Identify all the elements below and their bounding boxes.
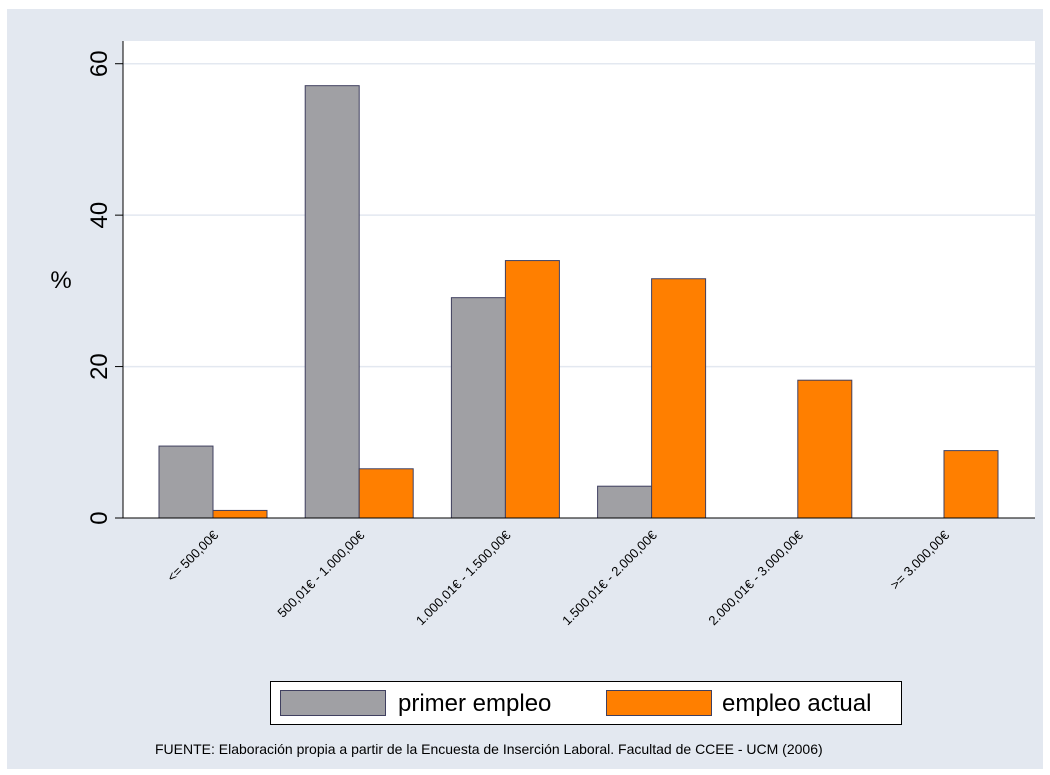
bar-chart: 0 20 40 60% <= 500,00€ 500,01€ - 1.000,00€ 1.0… [50,41,1035,628]
x-tick-label: >= 3.000,00€ [887,527,952,592]
bar [450,297,506,519]
legend-swatch-primer-empleo [280,690,386,716]
x-tick-label: 500,01€ - 1.000,00€ [274,527,367,620]
y-tick-label: 60 [86,50,113,77]
bar [158,445,214,519]
x-tick-label: <= 500,00€ [164,527,222,585]
bar [651,278,707,519]
legend-swatch-empleo-actual [606,690,712,716]
plot-area [123,41,1035,518]
y-axis-title: % [50,267,71,294]
legend-label-primer-empleo: primer empleo [398,690,552,717]
x-tick-label: 1.500,01€ - 2.000,00€ [559,527,660,628]
legend-label-empleo-actual: empleo actual [722,690,872,717]
bar [212,509,268,519]
x-tick-label: 2.000,01€ - 3.000,00€ [705,527,806,628]
y-tick-label: 0 [86,511,113,524]
y-tick-label: 20 [86,353,113,380]
chart-frame: 0 20 40 60% <= 500,00€ 500,01€ - 1.000,00€ 1.0… [7,9,1043,769]
bar [358,468,414,519]
source-note: FUENTE: Elaboración propia a partir de l… [155,741,823,757]
bar [943,450,999,519]
bar [304,85,360,519]
x-tick-label: 1.000,01€ - 1.500,00€ [413,527,514,628]
legend: primer empleo empleo actual [270,681,902,725]
bar [797,379,853,519]
bar [504,260,560,519]
y-tick-label: 40 [86,202,113,229]
bar [597,485,653,519]
